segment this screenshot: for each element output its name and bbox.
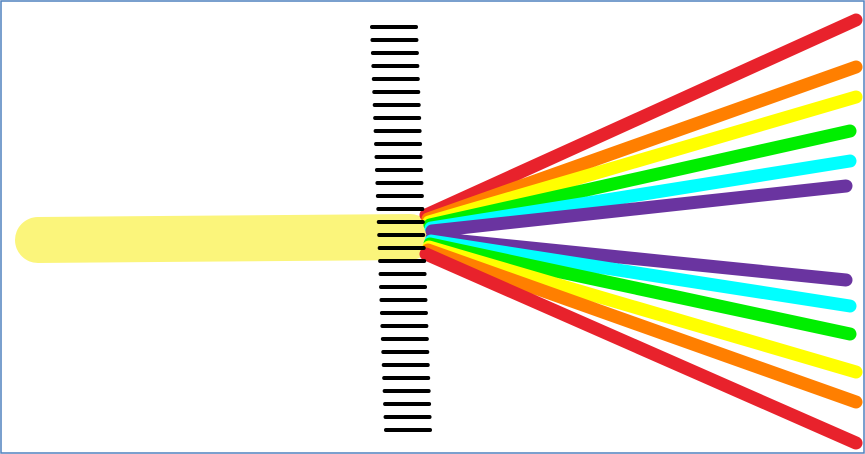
diffraction-grating (370, 25, 432, 432)
upper-beam-5 (424, 154, 857, 235)
upper-diffracted-beams (419, 13, 863, 238)
upper-beam-6 (425, 179, 853, 238)
lower-beam-6 (419, 247, 863, 450)
lower-beam-5 (421, 243, 863, 409)
lower-beam-2 (424, 234, 857, 313)
lower-diffracted-beams (419, 231, 863, 450)
upper-beam-4 (423, 124, 857, 232)
upper-beam-1 (419, 13, 863, 222)
lower-beam-1 (425, 231, 853, 287)
incident-light-beam (15, 214, 433, 263)
upper-beam-3 (422, 90, 863, 229)
upper-beam-2 (421, 60, 863, 226)
lower-beam-4 (422, 240, 863, 379)
lower-beam-3 (423, 237, 857, 341)
